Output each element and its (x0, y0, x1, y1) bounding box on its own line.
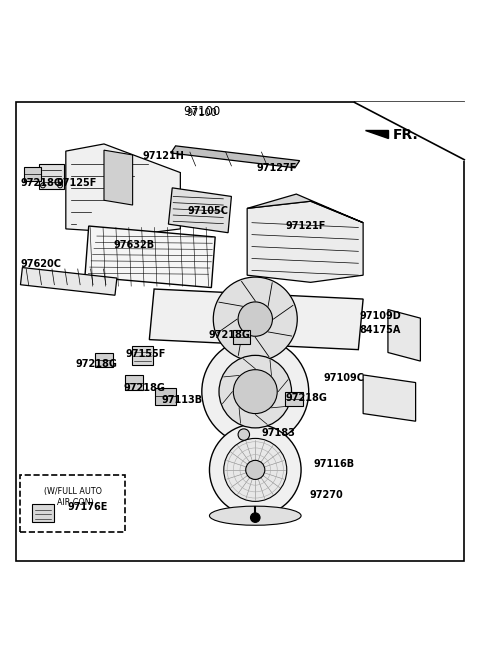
FancyBboxPatch shape (96, 353, 113, 367)
Circle shape (238, 429, 250, 440)
Text: FR.: FR. (393, 128, 419, 142)
Polygon shape (355, 102, 464, 160)
Polygon shape (247, 201, 363, 282)
Text: 97109C: 97109C (324, 373, 364, 383)
Polygon shape (104, 150, 132, 205)
Text: 97113B: 97113B (161, 394, 203, 404)
Polygon shape (171, 146, 300, 168)
Circle shape (246, 460, 265, 479)
Text: (W/FULL AUTO
  AIR CON): (W/FULL AUTO AIR CON) (44, 487, 102, 507)
FancyBboxPatch shape (285, 392, 302, 406)
Text: 97109D: 97109D (360, 311, 401, 321)
Text: 97218G: 97218G (209, 330, 251, 340)
Text: 97183: 97183 (262, 428, 295, 438)
Text: 97121F: 97121F (285, 221, 326, 231)
FancyBboxPatch shape (33, 505, 54, 522)
Text: 97127F: 97127F (257, 163, 297, 173)
Text: 97100: 97100 (186, 108, 217, 118)
FancyBboxPatch shape (155, 388, 176, 405)
Polygon shape (247, 194, 363, 223)
Text: 97218G: 97218G (123, 383, 165, 392)
Circle shape (209, 424, 301, 516)
Text: 97116B: 97116B (314, 459, 355, 469)
Text: 97155F: 97155F (125, 349, 166, 359)
FancyBboxPatch shape (233, 330, 250, 344)
Circle shape (233, 370, 277, 414)
Text: 97176E: 97176E (67, 502, 108, 512)
Circle shape (213, 277, 297, 361)
Text: 97125F: 97125F (56, 178, 96, 188)
FancyBboxPatch shape (21, 475, 125, 532)
Text: 97121H: 97121H (142, 151, 184, 161)
Text: 97218G: 97218G (75, 359, 117, 369)
Text: 97632B: 97632B (114, 239, 155, 250)
Polygon shape (365, 130, 388, 138)
Text: 97270: 97270 (309, 490, 343, 500)
Polygon shape (85, 226, 215, 288)
Ellipse shape (209, 506, 301, 525)
FancyBboxPatch shape (132, 346, 153, 365)
Text: 97218G: 97218G (21, 178, 62, 188)
Polygon shape (66, 144, 180, 233)
FancyBboxPatch shape (125, 375, 143, 390)
Polygon shape (388, 310, 420, 361)
Text: 97620C: 97620C (21, 259, 61, 269)
Polygon shape (21, 268, 117, 295)
FancyBboxPatch shape (24, 167, 41, 181)
Text: 97218G: 97218G (285, 393, 327, 403)
Text: 97100: 97100 (183, 105, 220, 118)
Text: 84175A: 84175A (360, 325, 401, 335)
Circle shape (202, 338, 309, 445)
Polygon shape (363, 375, 416, 421)
FancyBboxPatch shape (39, 164, 64, 190)
Text: 97105C: 97105C (188, 206, 228, 216)
Polygon shape (149, 289, 363, 349)
Polygon shape (168, 188, 231, 233)
Circle shape (238, 302, 273, 336)
Circle shape (224, 438, 287, 501)
Circle shape (219, 355, 291, 428)
Circle shape (251, 513, 260, 522)
